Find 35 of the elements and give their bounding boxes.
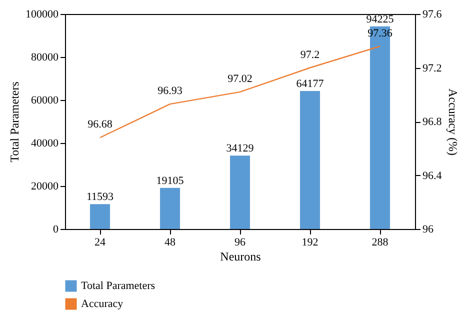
bar	[160, 188, 180, 229]
y-tick-label: 0	[53, 224, 59, 236]
bar	[300, 91, 320, 229]
bar	[370, 26, 390, 229]
y2-tick-label: 97.6	[422, 8, 442, 20]
data-label: 11593	[86, 191, 114, 204]
y2-tick-label: 97.2	[422, 62, 442, 74]
legend-label: Accuracy	[81, 298, 124, 310]
data-label: 94225	[366, 13, 394, 26]
y-tick-label: 40000	[31, 138, 59, 150]
y2-tick-label: 96	[422, 224, 434, 236]
data-label: 96.93	[158, 85, 183, 98]
data-label: 97.2	[300, 48, 320, 61]
x-tick-label: 24	[94, 236, 106, 248]
x-tick-label: 192	[302, 236, 318, 248]
y-tick-label: 80000	[31, 52, 59, 64]
y-tick-label: 20000	[31, 180, 59, 192]
data-label: 96.68	[88, 118, 113, 131]
y-tick-label: 100000	[26, 8, 59, 20]
data-label: 97.02	[228, 72, 252, 85]
y-axis-title: Total Parameters	[8, 81, 22, 162]
bar	[230, 156, 250, 229]
data-label: 19105	[156, 174, 184, 187]
x-tick-label: 288	[372, 236, 389, 248]
x-tick-label: 48	[164, 236, 176, 248]
data-label: 34129	[226, 142, 254, 155]
x-axis-title: Neurons	[220, 250, 262, 264]
y2-tick-label: 96.4	[422, 170, 442, 182]
y2-tick-label: 96.8	[422, 116, 442, 128]
legend-label: Total Parameters	[81, 280, 156, 292]
y-tick-label: 60000	[31, 94, 59, 106]
y2-axis-title: Accuracy (%)	[446, 88, 460, 156]
data-label: 64177	[296, 78, 324, 90]
bar	[90, 204, 110, 229]
x-tick-label: 96	[234, 236, 246, 248]
